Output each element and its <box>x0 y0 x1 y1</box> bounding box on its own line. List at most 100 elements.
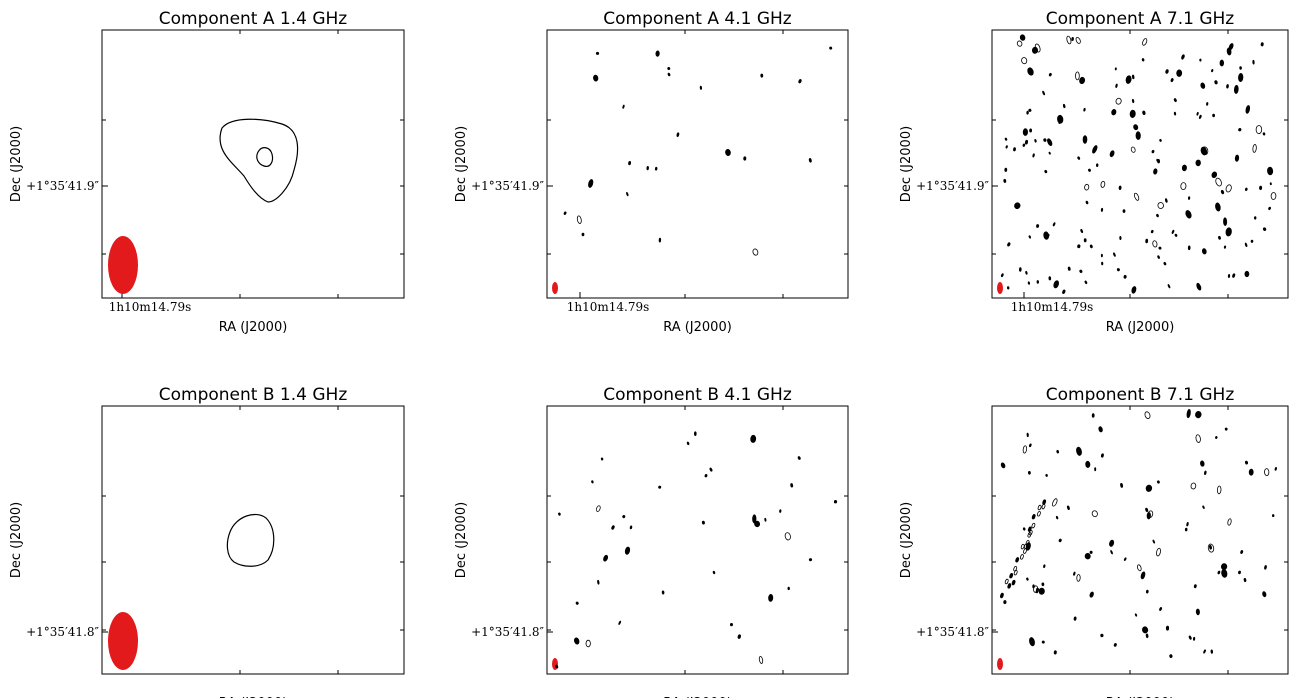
noise-contour <box>1034 43 1041 53</box>
noise-contour <box>798 79 802 84</box>
noise-contour <box>1027 526 1032 532</box>
noise-contour <box>611 525 615 530</box>
noise-contour <box>575 601 579 605</box>
noise-contour <box>1020 543 1025 550</box>
noise-contour <box>622 515 626 519</box>
x-tick-label: 1h10m14.79s <box>1011 300 1094 314</box>
noise-contour <box>1084 183 1090 191</box>
noise-contour <box>1035 587 1040 592</box>
noise-contour <box>667 66 671 70</box>
noise-contour <box>1018 267 1022 272</box>
noise-contour <box>1028 443 1032 448</box>
noise-contour <box>1123 274 1127 279</box>
beam-ellipse <box>552 282 558 294</box>
noise-contour <box>1076 574 1081 582</box>
noise-contour <box>1003 178 1007 183</box>
noise-contour <box>1181 55 1184 60</box>
noise-contour <box>1110 550 1113 555</box>
noise-contour <box>1200 82 1206 89</box>
noise-contour <box>784 532 791 541</box>
noise-contour <box>1203 649 1206 654</box>
noise-contour <box>1144 411 1151 419</box>
noise-contour <box>699 85 703 90</box>
noise-contour <box>1024 543 1028 549</box>
noise-contour <box>1169 654 1173 658</box>
noise-contour <box>1156 480 1160 484</box>
noise-contour <box>1185 210 1192 219</box>
noise-contour <box>1021 57 1028 65</box>
panel-title: Component A 7.1 GHz <box>1046 9 1235 29</box>
noise-contour <box>760 73 764 78</box>
noise-contour <box>1212 113 1216 118</box>
noise-contour <box>1142 110 1146 115</box>
noise-contour <box>1120 483 1124 488</box>
noise-contour <box>624 546 631 555</box>
y-tick-label: +1°35′41.9″ <box>26 179 99 193</box>
noise-contour <box>1173 98 1177 103</box>
noise-contour <box>1000 592 1004 599</box>
noise-contour <box>1217 570 1221 575</box>
noise-contour <box>1101 261 1104 266</box>
noise-contour <box>1084 553 1091 560</box>
noise-contour <box>603 554 609 562</box>
noise-contour <box>1058 120 1061 124</box>
noise-contour <box>1089 591 1094 598</box>
noise-contour <box>750 434 757 443</box>
noise-contour <box>808 558 813 562</box>
noise-contour <box>1214 80 1218 85</box>
noise-contour <box>1264 565 1267 570</box>
noise-contour <box>1271 514 1275 518</box>
noise-contour <box>1250 239 1254 243</box>
noise-contour <box>1053 650 1057 655</box>
noise-contour <box>1218 235 1221 240</box>
noise-contour <box>1221 569 1228 578</box>
y-axis-label: Dec (J2000) <box>454 502 469 578</box>
noise-contour <box>1193 584 1197 589</box>
noise-contour <box>1135 131 1141 140</box>
noise-contour <box>626 191 629 197</box>
noise-contour <box>1233 84 1239 94</box>
noise-contour <box>573 637 580 645</box>
noise-contour <box>1262 132 1266 136</box>
noise-contour <box>1024 139 1029 145</box>
noise-contour <box>1114 67 1117 71</box>
noise-contour <box>555 664 559 669</box>
noise-contour <box>1048 276 1052 281</box>
noise-contour <box>1259 185 1263 190</box>
noise-contour <box>1025 540 1030 546</box>
noise-contour <box>1071 37 1074 41</box>
source-contour <box>226 513 275 567</box>
noise-contour <box>1011 579 1016 586</box>
noise-contour <box>758 655 764 664</box>
noise-contour <box>1020 554 1024 560</box>
noise-contour <box>1092 145 1098 154</box>
noise-contour <box>1031 514 1036 520</box>
noise-contour <box>1015 557 1020 563</box>
noise-contour <box>1129 109 1136 118</box>
noise-contour <box>1267 166 1274 176</box>
noise-contour <box>1076 446 1082 456</box>
beam-ellipse <box>997 658 1003 670</box>
noise-contour <box>576 215 582 224</box>
noise-contour <box>1245 105 1251 114</box>
noise-contour <box>585 639 591 648</box>
noise-contour <box>1125 75 1132 84</box>
noise-contour <box>1073 571 1076 576</box>
panel-title: Component A 4.1 GHz <box>603 9 792 29</box>
noise-contour <box>1186 409 1191 419</box>
noise-contour <box>1163 261 1167 266</box>
panel-frame <box>546 29 849 299</box>
noise-contour <box>1210 649 1214 654</box>
noise-contour <box>1089 550 1093 554</box>
noise-contour <box>1176 69 1183 77</box>
noise-contour <box>1239 66 1242 70</box>
noise-contour <box>1083 238 1087 243</box>
panel-frame <box>546 405 849 675</box>
y-axis-label: Dec (J2000) <box>9 502 24 578</box>
noise-contour <box>1234 154 1240 162</box>
noise-contour <box>1157 255 1160 259</box>
noise-contour <box>1062 289 1066 295</box>
noise-contour <box>618 620 622 625</box>
noise-contour <box>1058 538 1062 543</box>
noise-contour <box>1228 43 1234 51</box>
